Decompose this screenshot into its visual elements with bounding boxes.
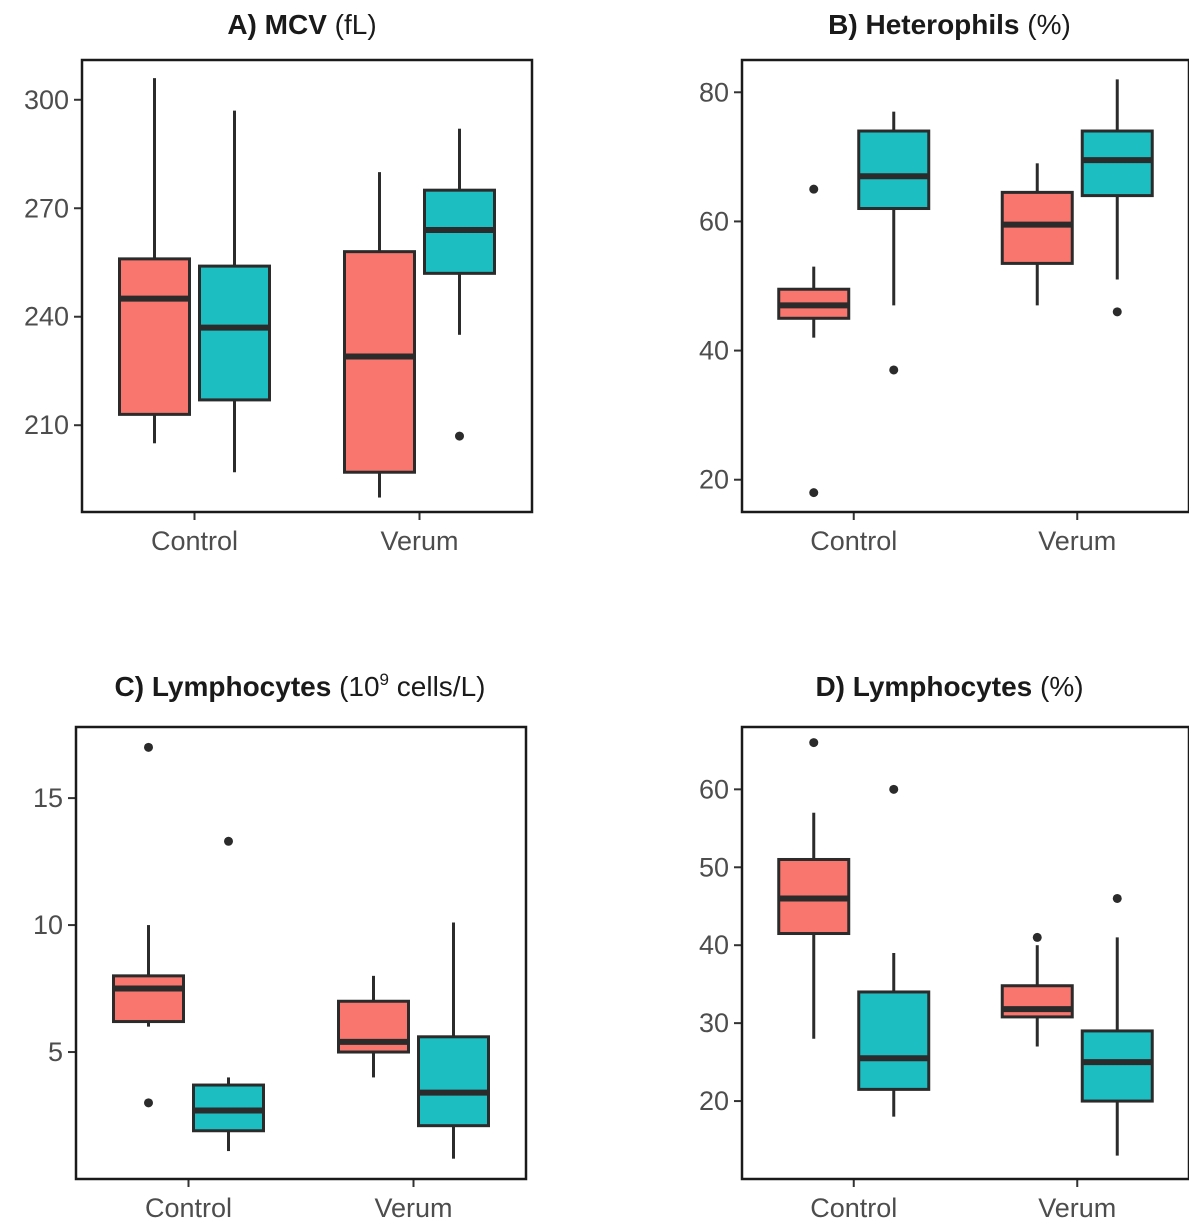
- box-verum-group-2: [417, 922, 490, 1159]
- y-tick-label: 270: [24, 193, 69, 223]
- plot-frame: [80, 58, 534, 514]
- box-verum-group-1: [1000, 163, 1074, 306]
- box-plot-c: 5 10 15 Control Verum: [33, 725, 528, 1219]
- y-tick-label: 10: [33, 910, 63, 940]
- box-plot-b: 20 40 60 80 Control Verum: [699, 58, 1189, 556]
- y-tick-label: 300: [24, 85, 69, 115]
- box-control-group-1: [112, 742, 185, 1108]
- y-tick-label: 60: [699, 774, 729, 804]
- outlier-point: [889, 784, 899, 794]
- y-tick-label: 5: [48, 1037, 63, 1067]
- box-control-group-1: [777, 184, 851, 498]
- y-tick-label: 20: [699, 465, 729, 495]
- x-tick-label: Control: [145, 1193, 232, 1219]
- box-iqr: [198, 264, 271, 402]
- box-control-group-2: [192, 836, 265, 1152]
- panel-title: C) Lymphocytes (109 cells/L): [40, 670, 560, 703]
- outlier-point: [1112, 307, 1122, 317]
- title-unit: (fL): [334, 9, 377, 40]
- box-verum-group-1: [337, 975, 410, 1078]
- box-iqr: [857, 129, 931, 211]
- plot-frame: [740, 725, 1189, 1181]
- box-control-group-1: [118, 78, 191, 444]
- title-bold: B) Heterophils: [828, 9, 1020, 40]
- x-tick-label: Control: [810, 526, 897, 556]
- box-iqr: [1080, 129, 1154, 198]
- box-verum-group-1: [1000, 932, 1074, 1047]
- title-unit: (10: [339, 671, 380, 702]
- x-tick-label: Control: [151, 526, 238, 556]
- panel-title: D) Lymphocytes (%): [710, 670, 1189, 703]
- x-tick-label: Verum: [374, 1193, 452, 1219]
- outlier-point: [809, 488, 819, 498]
- y-tick-label: 40: [699, 930, 729, 960]
- box-iqr: [343, 250, 416, 474]
- outlier-point: [1032, 932, 1042, 942]
- box-control-group-2: [857, 111, 931, 375]
- box-plot-d: 20 30 40 50 60 Control Verum: [699, 725, 1189, 1219]
- plot-frame: [740, 58, 1189, 514]
- title-unit-after: cells/L): [389, 671, 486, 702]
- panel-c-lymphocytes-count: C) Lymphocytes (109 cells/L) 5 10 15 Contro…: [0, 640, 560, 1219]
- title-sup: 9: [379, 670, 390, 689]
- panel-d-lymphocytes-percent: D) Lymphocytes (%) 20 30 40 50 60 Control Veru…: [630, 640, 1189, 1219]
- panel-title: B) Heterophils (%): [710, 8, 1189, 41]
- box-control-group-1: [777, 738, 851, 1039]
- y-tick-label: 210: [24, 410, 69, 440]
- title-bold: A) MCV: [227, 9, 327, 40]
- title-unit: (%): [1040, 671, 1084, 702]
- x-tick-label: Control: [810, 1193, 897, 1219]
- box-control-group-2: [857, 784, 931, 1117]
- box-verum-group-2: [1080, 893, 1154, 1156]
- x-tick-label: Verum: [1038, 1193, 1116, 1219]
- outlier-point: [809, 184, 819, 194]
- outlier-point: [889, 365, 899, 375]
- box-iqr: [118, 257, 191, 416]
- outlier-point: [144, 1098, 153, 1108]
- outlier-point: [809, 738, 819, 748]
- box-iqr: [112, 974, 185, 1024]
- box-verum-group-1: [343, 172, 416, 498]
- y-tick-label: 20: [699, 1086, 729, 1116]
- outlier-point: [144, 742, 153, 752]
- panel-title: A) MCV (fL): [44, 8, 560, 41]
- outlier-point: [1112, 893, 1122, 903]
- panel-b-heterophils: B) Heterophils (%) 20 40 60 80 Control Verum: [630, 0, 1189, 580]
- outlier-point: [455, 431, 464, 441]
- y-tick-label: 60: [699, 206, 729, 236]
- y-tick-label: 40: [699, 336, 729, 366]
- y-tick-label: 50: [699, 852, 729, 882]
- box-verum-group-2: [1080, 79, 1154, 317]
- plot-frame: [74, 725, 528, 1181]
- box-iqr: [1000, 984, 1074, 1019]
- y-tick-label: 30: [699, 1008, 729, 1038]
- outlier-point: [224, 836, 233, 846]
- box-iqr: [417, 1035, 490, 1128]
- x-tick-label: Verum: [1038, 526, 1116, 556]
- box-verum-group-2: [423, 128, 496, 441]
- title-bold: C) Lymphocytes: [114, 671, 332, 702]
- x-tick-label: Verum: [380, 526, 458, 556]
- y-tick-label: 240: [24, 302, 69, 332]
- panel-a-mcv: A) MCV (fL) 210 240 270 300 Control Verum: [0, 0, 560, 580]
- box-iqr: [1000, 190, 1074, 265]
- box-control-group-2: [198, 110, 271, 473]
- y-tick-label: 80: [699, 77, 729, 107]
- y-tick-label: 15: [33, 783, 63, 813]
- box-iqr: [1080, 1029, 1154, 1103]
- box-plot-a: 210 240 270 300 Control Verum: [24, 58, 534, 556]
- title-bold: D) Lymphocytes: [815, 671, 1033, 702]
- box-iqr: [857, 990, 931, 1091]
- title-unit: (%): [1027, 9, 1071, 40]
